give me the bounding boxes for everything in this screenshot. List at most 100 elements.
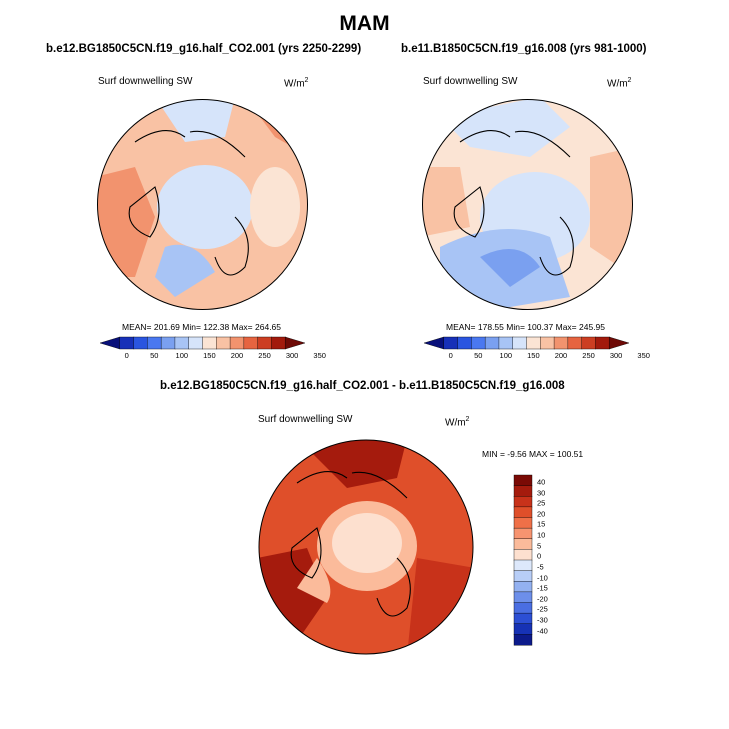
panel2-colorbar-swatch bbox=[553, 336, 569, 350]
panel2-colorbar-swatch bbox=[540, 336, 555, 350]
panel1-colorbar-swatch bbox=[216, 336, 231, 350]
panel3-colorbar-tick-label: -40 bbox=[537, 626, 548, 636]
panel3-colorbar-swatch bbox=[513, 549, 533, 561]
panel1-colorbar-swatch bbox=[147, 336, 162, 350]
panel3-colorbar-swatch bbox=[513, 581, 533, 593]
panel3-colorbar-tick-label: -20 bbox=[537, 594, 548, 604]
panel1-colorbar-swatch bbox=[99, 336, 120, 350]
panel1-colorbar bbox=[99, 336, 306, 350]
panel1-light-patch-east bbox=[250, 167, 300, 247]
panel3-colorbar-swatch bbox=[513, 485, 533, 497]
panel3-colorbar-tick-label: -30 bbox=[537, 615, 548, 625]
panel2-colorbar-swatch bbox=[595, 336, 610, 350]
panel3-colorbar-swatch bbox=[513, 612, 533, 625]
panel2-colorbar-swatch bbox=[567, 336, 583, 350]
panel3-colorbar-swatch bbox=[513, 570, 533, 582]
panel1-map-border bbox=[97, 99, 308, 310]
panel3-colorbar-tick-label: 0 bbox=[537, 551, 542, 561]
panel2-units-label: W/m2 bbox=[607, 77, 632, 90]
panel2-colorbar-swatch bbox=[471, 336, 486, 350]
panel2-colorbar-tick-label: 150 bbox=[527, 351, 540, 360]
panel1-units-label: W/m2 bbox=[284, 77, 309, 90]
panel1-title: b.e12.BG1850C5CN.f19_g16.half_CO2.001 (y… bbox=[46, 43, 362, 55]
panel2-title: b.e11.B1850C5CN.f19_g16.008 (yrs 981-100… bbox=[401, 43, 647, 55]
panel1-colorbar-swatch bbox=[133, 336, 148, 350]
panel3-coastlines bbox=[290, 471, 411, 617]
panel1-colorbar-tick-label: 100 bbox=[175, 351, 189, 360]
panel1-colorbar-swatch bbox=[271, 336, 286, 350]
panel1-red-patch-west bbox=[97, 167, 155, 277]
panel1-colorbar-swatch bbox=[188, 336, 204, 350]
panel1-colorbar-tick-label: 300 bbox=[285, 351, 299, 360]
panel1-colorbar-swatch bbox=[285, 336, 306, 350]
panel2-colorbar-swatch bbox=[581, 336, 597, 350]
panel2-map-border bbox=[422, 99, 633, 310]
panel3-colorbar-swatch bbox=[513, 538, 533, 550]
panel3-colorbar-swatch bbox=[513, 634, 533, 646]
panel2-colorbar-swatch bbox=[498, 336, 514, 350]
panel3-colorbar-tick-label: -15 bbox=[537, 583, 548, 593]
panel2-colorbar-swatch bbox=[423, 336, 444, 350]
panel1-blue-patch-south bbox=[155, 244, 215, 297]
panel2-colorbar-swatch bbox=[443, 336, 459, 350]
panel3-colorbar-swatch bbox=[513, 591, 533, 604]
panel2-polar-map bbox=[422, 99, 633, 310]
panel3-colorbar-swatch bbox=[513, 517, 533, 529]
panel2-colorbar-tick-label: 100 bbox=[499, 351, 513, 360]
panel3-units-label: W/m2 bbox=[445, 416, 470, 429]
panel3-colorbar-ticks: 40 30 25 20 15 10 5 0 -5 -10 -15 -20 -25 -30 -40 bbox=[537, 475, 567, 645]
panel3-stats: MIN = -9.56 MAX = 100.51 bbox=[482, 449, 584, 459]
panel3-colorbar-swatch bbox=[513, 559, 533, 572]
panel2-stats: MEAN= 178.55 Min= 100.37 Max= 245.95 bbox=[446, 322, 606, 332]
panel3-arctic-center bbox=[332, 513, 402, 573]
panel2-colorbar-tick-label: 0 bbox=[448, 351, 453, 360]
panel1-colorbar-tick-label: 250 bbox=[258, 351, 271, 360]
panel3-colorbar-tick-label: 15 bbox=[537, 519, 546, 529]
panel3-colorbar-tick-label: 10 bbox=[537, 530, 546, 540]
panel2-colorbar-swatch bbox=[609, 336, 630, 350]
panel3-dark-red-top bbox=[297, 440, 407, 488]
panel2-colorbar-tick-label: 50 bbox=[474, 351, 483, 360]
panel3-colorbar-tick-label: -25 bbox=[537, 604, 548, 614]
panel3-colorbar bbox=[513, 474, 533, 646]
panel2-colorbar-swatch bbox=[526, 336, 541, 350]
panel3-colorbar-swatch bbox=[513, 496, 533, 508]
panel3-colorbar-tick-label: 40 bbox=[537, 477, 546, 487]
panel3-map-border bbox=[258, 439, 474, 655]
panel3-colorbar-swatch bbox=[513, 506, 533, 519]
panel3-colorbar-tick-label: 5 bbox=[537, 541, 542, 551]
panel2-colorbar-tick-label: 300 bbox=[609, 351, 623, 360]
panel2-colorbar bbox=[423, 336, 630, 350]
panel1-stats: MEAN= 201.69 Min= 122.38 Max= 264.65 bbox=[122, 322, 282, 332]
panel3-colorbar-tick-label: 20 bbox=[537, 509, 546, 519]
panel2-colorbar-swatch bbox=[512, 336, 528, 350]
panel1-colorbar-swatch bbox=[202, 336, 217, 350]
panel2-colorbar-tick-label: 350 bbox=[637, 351, 650, 360]
panel3-colorbar-tick-label: 25 bbox=[537, 498, 546, 508]
panel1-variable-label: Surf downwelling SW bbox=[98, 76, 193, 87]
panel1-arctic-low bbox=[157, 165, 253, 249]
panel1-colorbar-tick-label: 150 bbox=[203, 351, 216, 360]
panel1-colorbar-tick-label: 0 bbox=[124, 351, 129, 360]
panel1-colorbar-ticks: 0 50 100 150 200 250 300 350 bbox=[100, 351, 326, 363]
panel1-colorbar-swatch bbox=[243, 336, 259, 350]
panel1-blue-patch-top bbox=[155, 99, 235, 142]
panel1-colorbar-swatch bbox=[229, 336, 245, 350]
panel3-colorbar-swatch bbox=[513, 527, 533, 540]
panel3-colorbar-tick-label: -5 bbox=[537, 562, 544, 572]
panel2-colorbar-ticks: 0 50 100 150 200 250 300 350 bbox=[424, 351, 650, 363]
panel1-colorbar-swatch bbox=[257, 336, 273, 350]
panel1-coastlines bbox=[128, 130, 249, 276]
panel3-colorbar-swatch bbox=[513, 623, 533, 635]
panel2-deeper-blue-patch bbox=[480, 249, 540, 287]
panel1-colorbar-tick-label: 200 bbox=[230, 351, 244, 360]
panel1-colorbar-swatch bbox=[160, 336, 176, 350]
panel3-colorbar-tick-label: 30 bbox=[537, 488, 546, 498]
panel2-variable-label: Surf downwelling SW bbox=[423, 76, 518, 87]
panel2-red-patch-east bbox=[590, 147, 633, 277]
panel2-colorbar-tick-label: 250 bbox=[582, 351, 595, 360]
figure-title: MAM bbox=[339, 12, 390, 35]
panel2-coastlines bbox=[453, 130, 574, 276]
panel3-title: b.e12.BG1850C5CN.f19_g16.half_CO2.001 - … bbox=[160, 380, 565, 392]
panel2-colorbar-swatch bbox=[484, 336, 500, 350]
